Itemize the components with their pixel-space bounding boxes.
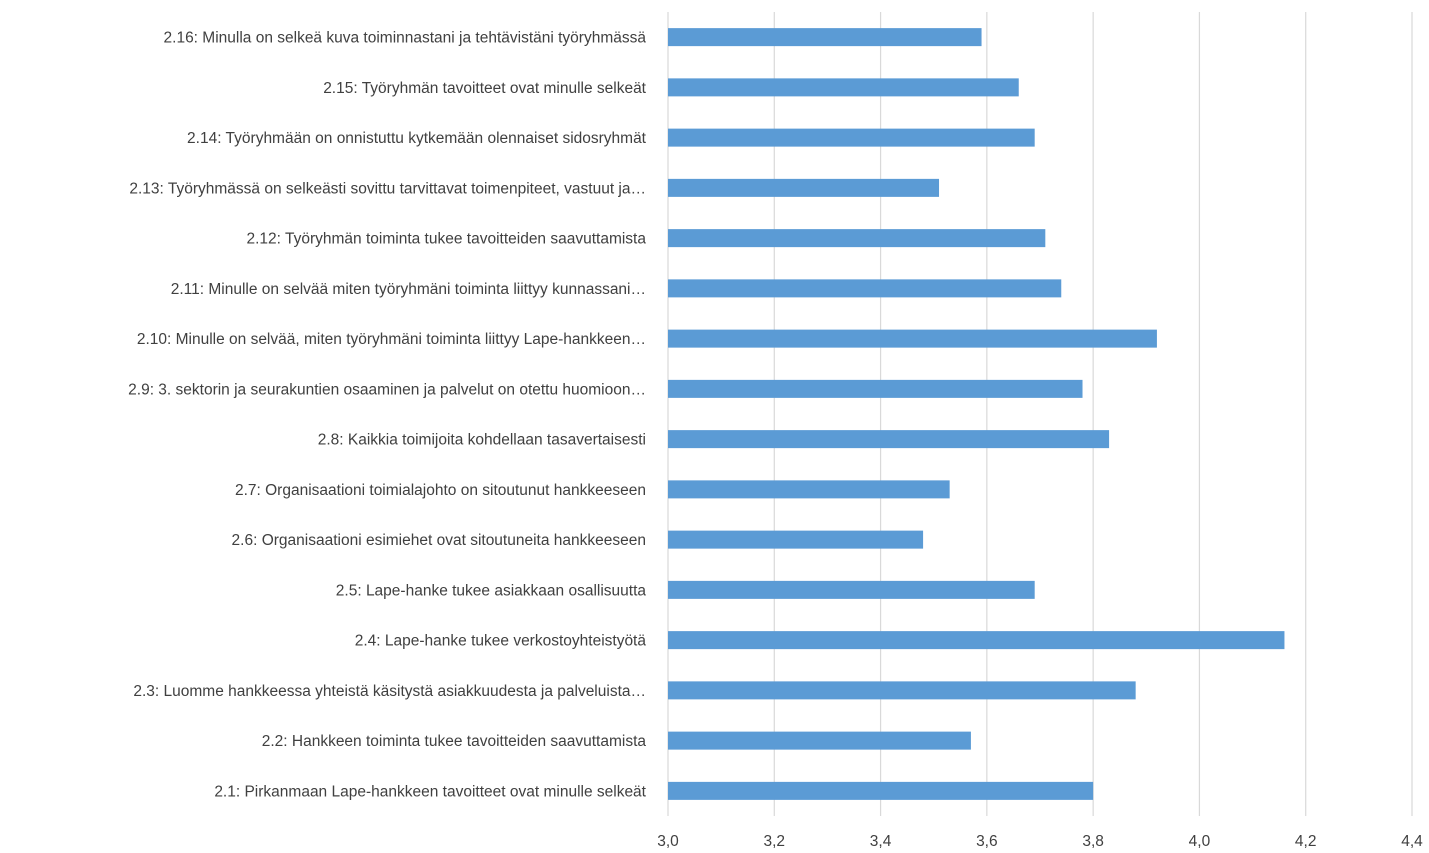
bar [668, 430, 1110, 449]
bar [668, 279, 1062, 298]
category-label: 2.15: Työryhmän tavoitteet ovat minulle … [323, 80, 646, 97]
bar [668, 580, 1035, 599]
category-label: 2.2: Hankkeen toiminta tukee tavoitteide… [262, 733, 647, 750]
bar [668, 731, 971, 750]
category-label: 2.9: 3. sektorin ja seurakuntien osaamin… [128, 381, 646, 398]
category-label: 2.11: Minulle on selvää miten työryhmäni… [171, 281, 646, 298]
category-label: 2.16: Minulla on selkeä kuva toiminnasta… [164, 30, 647, 47]
category-label: 2.1: Pirkanmaan Lape-hankkeen tavoitteet… [214, 783, 646, 800]
category-label: 2.7: Organisaationi toimialajohto on sit… [235, 482, 646, 499]
category-label: 2.14: Työryhmään on onnistuttu kytkemään… [187, 130, 647, 147]
x-tick-label: 4,2 [1295, 833, 1317, 850]
bar [668, 480, 950, 499]
x-tick-label: 4,4 [1401, 833, 1423, 850]
category-label: 2.10: Minulle on selvää, miten työryhmän… [137, 331, 646, 348]
bars [668, 28, 1285, 800]
bar [668, 178, 940, 197]
x-tick-label: 3,0 [657, 833, 679, 850]
x-tick-label: 4,0 [1189, 833, 1211, 850]
bar [668, 128, 1035, 147]
bar [668, 329, 1157, 348]
bar [668, 28, 982, 47]
category-labels: 2.16: Minulla on selkeä kuva toiminnasta… [128, 30, 647, 801]
category-label: 2.8: Kaikkia toimijoita kohdellaan tasav… [318, 432, 646, 449]
category-label: 2.3: Luomme hankkeessa yhteistä käsityst… [133, 683, 646, 700]
bar [668, 379, 1083, 398]
category-label: 2.12: Työryhmän toiminta tukee tavoittei… [247, 231, 647, 248]
x-tick-label: 3,6 [976, 833, 998, 850]
bar [668, 530, 924, 549]
bar [668, 781, 1094, 800]
bar [668, 229, 1046, 248]
bar [668, 631, 1285, 650]
bar [668, 681, 1136, 700]
x-tick-label: 3,4 [870, 833, 892, 850]
x-axis-tick-labels: 3,0 3,2 3,4 3,6 3,8 4,0 4,2 4,4 [657, 833, 1423, 850]
x-tick-label: 3,8 [1082, 833, 1104, 850]
bar [668, 78, 1019, 97]
category-label: 2.6: Organisaationi esimiehet ovat sitou… [232, 532, 646, 549]
category-label: 2.5: Lape-hanke tukee asiakkaan osallisu… [336, 582, 647, 599]
category-label: 2.13: Työryhmässä on selkeästi sovittu t… [129, 180, 646, 197]
x-tick-label: 3,2 [764, 833, 786, 850]
category-label: 2.4: Lape-hanke tukee verkostoyhteistyöt… [355, 633, 647, 650]
